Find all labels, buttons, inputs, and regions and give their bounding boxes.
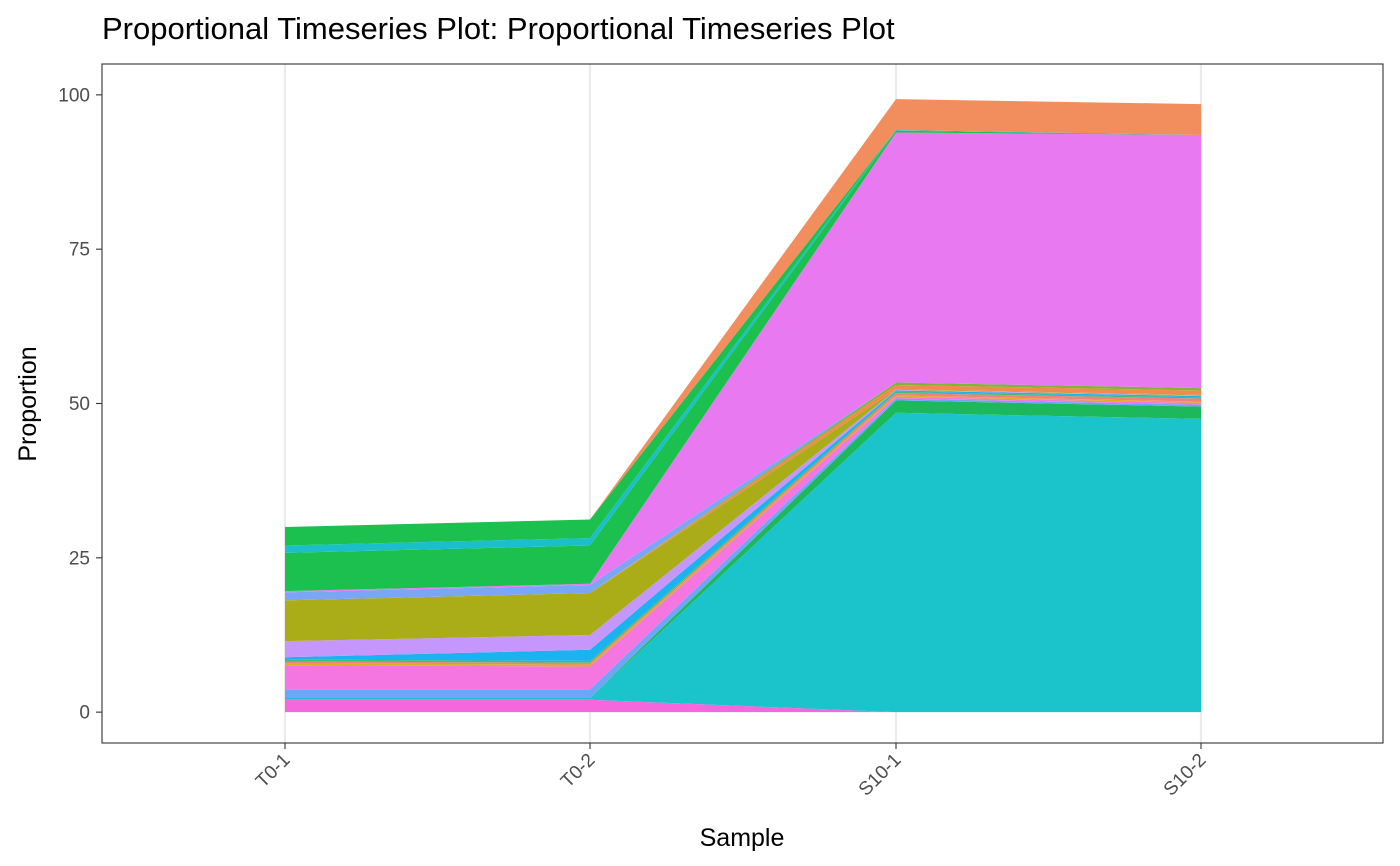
x-tick-label-t0-2: T0-2 [557,750,599,792]
area-series-8 [285,391,1201,663]
area-series-1 [285,699,1201,713]
y-tick-label-0: 0 [79,703,90,724]
area-series-9 [285,390,1201,661]
x-axis-title: Sample [700,824,785,852]
area-series-15 [285,132,1201,593]
area-series-2 [285,412,1201,713]
area-series-4 [285,398,1201,698]
area-series-7 [285,393,1201,665]
area-series-19 [285,99,1201,527]
area-series-6 [285,395,1201,667]
x-tick-label-s10-1: S10-1 [855,750,906,801]
area-series-5 [285,396,1201,690]
chart-title: Proportional Timeseries Plot: Proportion… [102,11,895,46]
y-tick-label-25: 25 [69,548,90,569]
y-tick-label-75: 75 [69,240,90,261]
y-axis: 0 25 50 75 100 [58,85,102,724]
y-tick-label-100: 100 [58,85,90,106]
y-axis-title: Proportion [14,346,42,461]
x-tick-label-t0-1: T0-1 [252,750,294,792]
x-axis: T0-1 T0-2 S10-1 S10-2 [252,743,1211,801]
x-tick-label-s10-2: S10-2 [1160,750,1211,801]
y-tick-label-50: 50 [69,394,90,415]
area-series-11 [285,389,1201,642]
stacked-areas [285,99,1201,713]
